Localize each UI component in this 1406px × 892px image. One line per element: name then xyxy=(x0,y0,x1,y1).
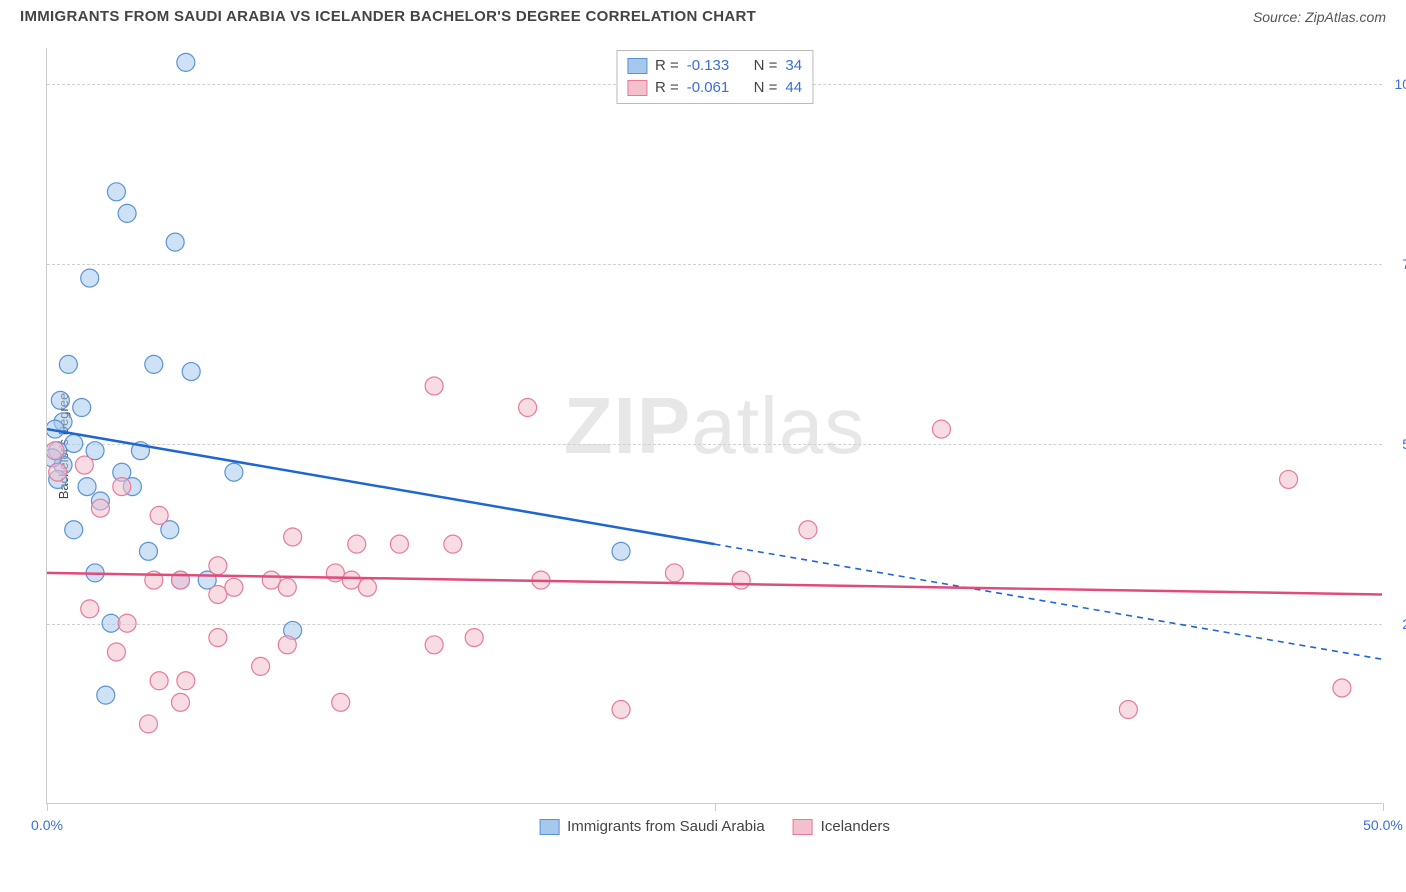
data-point xyxy=(81,600,99,618)
data-point xyxy=(118,614,136,632)
x-tick xyxy=(1383,803,1384,811)
data-point xyxy=(75,456,93,474)
y-tick-label: 100.0% xyxy=(1395,76,1406,92)
data-point xyxy=(118,204,136,222)
data-point xyxy=(209,629,227,647)
data-point xyxy=(209,585,227,603)
series-legend-item-1: Icelanders xyxy=(793,818,890,835)
data-point xyxy=(177,672,195,690)
y-tick-label: 50.0% xyxy=(1402,436,1406,452)
data-point xyxy=(225,463,243,481)
x-tick xyxy=(47,803,48,811)
data-point xyxy=(390,535,408,553)
x-tick-label: 50.0% xyxy=(1363,817,1403,833)
data-point xyxy=(73,399,91,417)
data-point xyxy=(665,564,683,582)
series-legend: Immigrants from Saudi Arabia Icelanders xyxy=(539,818,890,835)
scatter-svg xyxy=(47,48,1382,803)
x-tick xyxy=(715,803,716,811)
stats-legend-row-1: R = -0.061 N = 44 xyxy=(627,77,802,99)
data-point xyxy=(102,614,120,632)
data-point xyxy=(284,528,302,546)
data-point xyxy=(78,478,96,496)
data-point xyxy=(425,636,443,654)
data-point xyxy=(332,693,350,711)
data-point xyxy=(182,363,200,381)
data-point xyxy=(97,686,115,704)
stats-legend-row-0: R = -0.133 N = 34 xyxy=(627,55,802,77)
series-legend-item-0: Immigrants from Saudi Arabia xyxy=(539,818,765,835)
series-0-name: Immigrants from Saudi Arabia xyxy=(567,818,765,835)
data-point xyxy=(519,399,537,417)
swatch-series-1 xyxy=(627,80,647,96)
data-point xyxy=(177,53,195,71)
chart-title: IMMIGRANTS FROM SAUDI ARABIA VS ICELANDE… xyxy=(20,8,756,25)
data-point xyxy=(139,542,157,560)
data-point xyxy=(81,269,99,287)
data-point xyxy=(172,693,190,711)
swatch-series-0-bottom xyxy=(539,819,559,835)
data-point xyxy=(91,499,109,517)
trend-line-solid xyxy=(47,573,1382,595)
data-point xyxy=(225,578,243,596)
stats-legend: R = -0.133 N = 34 R = -0.061 N = 44 xyxy=(616,50,813,104)
data-point xyxy=(113,478,131,496)
trend-line-solid xyxy=(47,429,715,544)
data-point xyxy=(145,355,163,373)
data-point xyxy=(209,557,227,575)
x-tick-label: 0.0% xyxy=(31,817,63,833)
series-1-name: Icelanders xyxy=(821,818,890,835)
data-point xyxy=(278,636,296,654)
data-point xyxy=(348,535,366,553)
data-point xyxy=(425,377,443,395)
data-point xyxy=(262,571,280,589)
data-point xyxy=(1119,701,1137,719)
data-point xyxy=(1280,470,1298,488)
data-point xyxy=(278,578,296,596)
trend-line-dashed xyxy=(715,544,1383,659)
data-point xyxy=(799,521,817,539)
data-point xyxy=(47,442,64,460)
data-point xyxy=(150,672,168,690)
y-tick-label: 25.0% xyxy=(1402,616,1406,632)
data-point xyxy=(49,463,67,481)
data-point xyxy=(732,571,750,589)
data-point xyxy=(444,535,462,553)
data-point xyxy=(342,571,360,589)
data-point xyxy=(107,183,125,201)
data-point xyxy=(166,233,184,251)
chart-header: IMMIGRANTS FROM SAUDI ARABIA VS ICELANDE… xyxy=(0,0,1406,29)
data-point xyxy=(51,391,69,409)
data-point xyxy=(252,657,270,675)
data-point xyxy=(612,701,630,719)
data-point xyxy=(1333,679,1351,697)
chart-source: Source: ZipAtlas.com xyxy=(1253,9,1386,25)
data-point xyxy=(465,629,483,647)
y-tick-label: 75.0% xyxy=(1402,256,1406,272)
data-point xyxy=(65,521,83,539)
data-point xyxy=(150,506,168,524)
data-point xyxy=(107,643,125,661)
plot-area: ZIPatlas R = -0.133 N = 34 R = -0.061 N … xyxy=(46,48,1382,804)
data-point xyxy=(358,578,376,596)
data-point xyxy=(932,420,950,438)
data-point xyxy=(65,434,83,452)
data-point xyxy=(326,564,344,582)
data-point xyxy=(59,355,77,373)
swatch-series-1-bottom xyxy=(793,819,813,835)
data-point xyxy=(612,542,630,560)
data-point xyxy=(139,715,157,733)
swatch-series-0 xyxy=(627,58,647,74)
